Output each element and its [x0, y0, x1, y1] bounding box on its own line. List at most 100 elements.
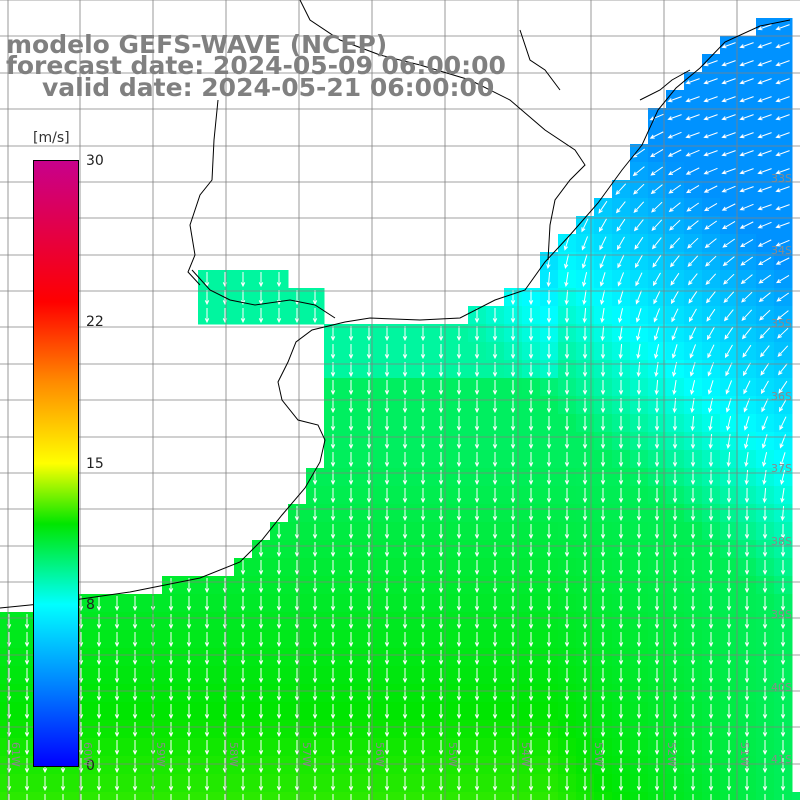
wind-arrow — [726, 668, 732, 684]
wind-arrow — [564, 650, 570, 666]
wind-arrow — [689, 326, 697, 341]
wind-arrow — [456, 578, 462, 594]
wind-arrow — [474, 524, 480, 540]
wind-arrow — [707, 380, 714, 395]
wind-arrow — [739, 221, 754, 229]
wind-arrow — [582, 488, 588, 504]
wind-arrow — [708, 470, 714, 486]
wind-arrow — [743, 398, 751, 413]
wind-arrow — [780, 614, 786, 630]
wind-arrow — [294, 776, 300, 792]
wind-arrow — [312, 488, 318, 504]
wind-arrow — [456, 560, 462, 576]
wind-arrow — [348, 650, 354, 666]
wind-arrow — [708, 614, 714, 630]
wind-arrow — [402, 704, 408, 720]
wind-arrow — [384, 614, 390, 630]
wind-arrow — [348, 578, 354, 594]
wind-arrow — [294, 686, 300, 702]
wind-arrow — [706, 326, 715, 341]
wind-arrow — [132, 668, 138, 684]
wind-arrow — [689, 344, 697, 359]
wind-arrow — [633, 201, 645, 214]
wind-arrow — [600, 776, 606, 792]
wind-arrow — [510, 308, 516, 324]
wind-arrow — [686, 202, 700, 212]
wind-arrow — [402, 722, 408, 738]
wind-arrow — [384, 416, 390, 432]
wind-arrow — [708, 776, 714, 792]
wind-arrow — [384, 596, 390, 612]
wind-arrow — [330, 686, 336, 702]
wind-arrow — [721, 132, 736, 139]
wind-arrow — [600, 722, 606, 738]
wind-arrow — [474, 776, 480, 792]
wind-arrow — [402, 776, 408, 792]
wind-arrow — [600, 380, 606, 396]
wind-arrow — [633, 183, 645, 195]
wind-arrow — [600, 650, 606, 666]
wind-arrow — [744, 758, 750, 774]
wind-arrow — [276, 704, 282, 720]
wind-arrow — [186, 650, 192, 666]
wind-arrow — [672, 722, 678, 738]
wind-arrow — [474, 416, 480, 432]
wind-arrow — [746, 794, 748, 800]
wind-arrow — [703, 132, 718, 139]
wind-arrow — [312, 776, 318, 792]
wind-arrow — [780, 578, 786, 594]
wind-arrow — [780, 740, 786, 756]
wind-arrow — [132, 596, 138, 612]
wind-arrow — [672, 560, 678, 576]
wind-arrow — [492, 434, 498, 450]
wind-arrow — [348, 434, 354, 450]
wind-arrow — [114, 614, 120, 630]
wind-arrow — [757, 150, 772, 157]
wind-arrow — [600, 596, 606, 612]
wind-arrow — [240, 290, 246, 306]
wind-arrow — [240, 596, 246, 612]
wind-arrow — [672, 380, 677, 396]
wind-arrow — [402, 686, 408, 702]
wind-arrow — [276, 272, 282, 288]
wind-arrow — [528, 506, 534, 522]
wind-arrow — [492, 416, 498, 432]
wind-arrow — [723, 291, 735, 304]
wind-arrow — [744, 632, 750, 648]
wind-arrow — [618, 722, 624, 738]
wind-arrow — [620, 794, 622, 800]
wind-arrow — [458, 794, 460, 800]
wind-arrow — [240, 308, 246, 324]
wind-arrow — [708, 416, 713, 432]
lon-label: 52W — [665, 742, 678, 767]
wind-arrow — [667, 114, 682, 121]
wind-arrow — [744, 650, 750, 666]
wind-arrow — [330, 506, 336, 522]
wind-arrow — [116, 794, 118, 800]
wind-arrow — [132, 758, 138, 774]
wind-arrow — [96, 722, 102, 738]
wind-arrow — [114, 632, 120, 648]
wind-arrow — [685, 78, 700, 85]
wind-arrow — [438, 326, 444, 342]
river-border-path — [187, 99, 219, 286]
lon-label: 61W — [9, 742, 22, 767]
wind-arrow — [438, 524, 444, 540]
wind-arrow — [294, 632, 300, 648]
wind-arrow — [703, 96, 718, 103]
wind-arrow — [723, 309, 734, 322]
wind-arrow — [350, 794, 352, 800]
wind-arrow — [759, 309, 771, 321]
wind-arrow — [492, 704, 498, 720]
wind-arrow — [528, 308, 534, 324]
wind-arrow — [402, 614, 408, 630]
wind-arrow — [114, 686, 120, 702]
wind-arrow — [672, 758, 678, 774]
wind-arrow — [204, 290, 210, 306]
wind-arrow — [762, 614, 768, 630]
wind-arrow — [564, 776, 570, 792]
wind-arrow — [762, 704, 768, 720]
wind-arrow — [510, 344, 516, 360]
wind-arrow — [528, 416, 534, 432]
wind-arrow — [725, 362, 733, 377]
